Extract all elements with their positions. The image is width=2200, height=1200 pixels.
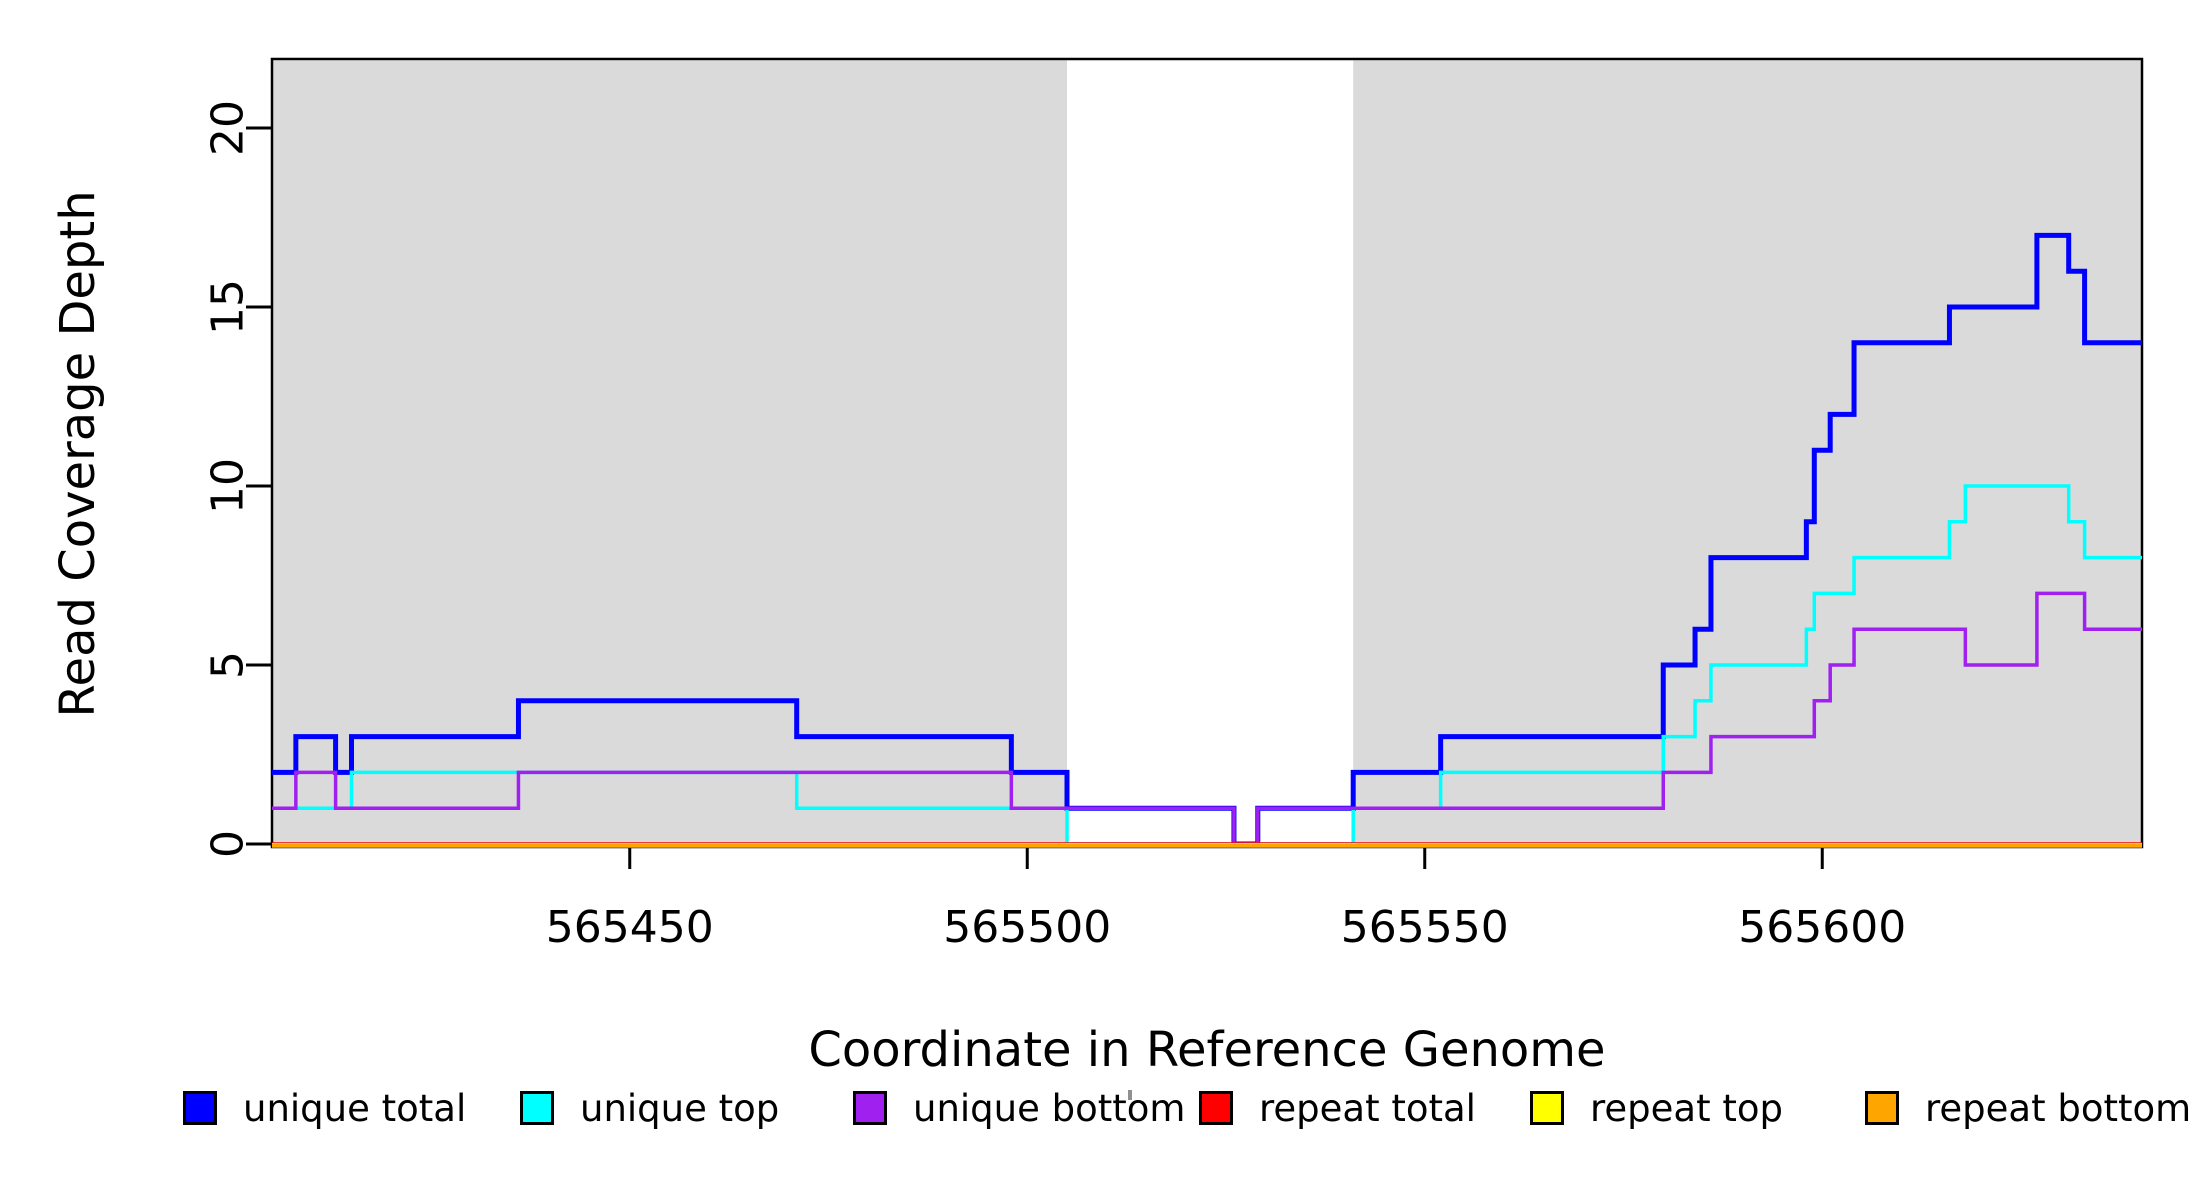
- y-axis-tick-label: 15: [203, 279, 254, 335]
- y-axis-tick-label: 10: [203, 458, 254, 514]
- legend-label: repeat total: [1259, 1086, 1476, 1130]
- shaded-region: [273, 60, 1067, 846]
- legend-label: unique bottom: [913, 1086, 1186, 1130]
- series-line-unique-top: [272, 484, 2142, 846]
- legend-swatch-repeat-top: [1530, 1091, 1564, 1125]
- legend-item-unique-top: unique top: [520, 1086, 780, 1130]
- y-axis-tick-label: 20: [203, 100, 254, 156]
- legend: unique total unique top unique bottom repea…: [0, 1086, 2200, 1132]
- legend-item-unique-bottom: unique bottom: [853, 1086, 1186, 1130]
- x-axis-tick-label: 565600: [1738, 902, 1906, 953]
- legend-item-repeat-top: repeat top: [1530, 1086, 1783, 1130]
- x-axis-title: Coordinate in Reference Genome: [808, 1022, 1606, 1078]
- legend-swatch-repeat-total: [1199, 1091, 1233, 1125]
- x-axis-tick-label: 565450: [546, 902, 714, 953]
- shaded-region: [1353, 60, 2141, 846]
- legend-label: repeat top: [1590, 1086, 1783, 1130]
- legend-swatch-unique-total: [183, 1091, 217, 1125]
- legend-label: repeat bottom: [1925, 1086, 2192, 1130]
- legend-item-repeat-total: repeat total: [1199, 1086, 1476, 1130]
- x-axis-tick-label: 565500: [943, 902, 1111, 953]
- y-axis-tick-label: 5: [203, 651, 254, 679]
- stray-mark: [1128, 1090, 1132, 1100]
- x-axis-tick-label: 565550: [1341, 902, 1509, 953]
- legend-swatch-repeat-bottom: [1865, 1091, 1899, 1125]
- legend-swatch-unique-bottom: [853, 1091, 887, 1125]
- legend-label: unique total: [243, 1086, 467, 1130]
- legend-item-unique-total: unique total: [183, 1086, 467, 1130]
- y-axis-tick-label: 0: [203, 830, 254, 858]
- legend-label: unique top: [580, 1086, 780, 1130]
- series-line-unique-bottom: [272, 591, 2142, 846]
- legend-swatch-unique-top: [520, 1091, 554, 1125]
- series-line-unique-total: [272, 232, 2142, 847]
- legend-item-repeat-bottom: repeat bottom: [1865, 1086, 2192, 1130]
- y-axis-title: Read Coverage Depth: [50, 190, 106, 718]
